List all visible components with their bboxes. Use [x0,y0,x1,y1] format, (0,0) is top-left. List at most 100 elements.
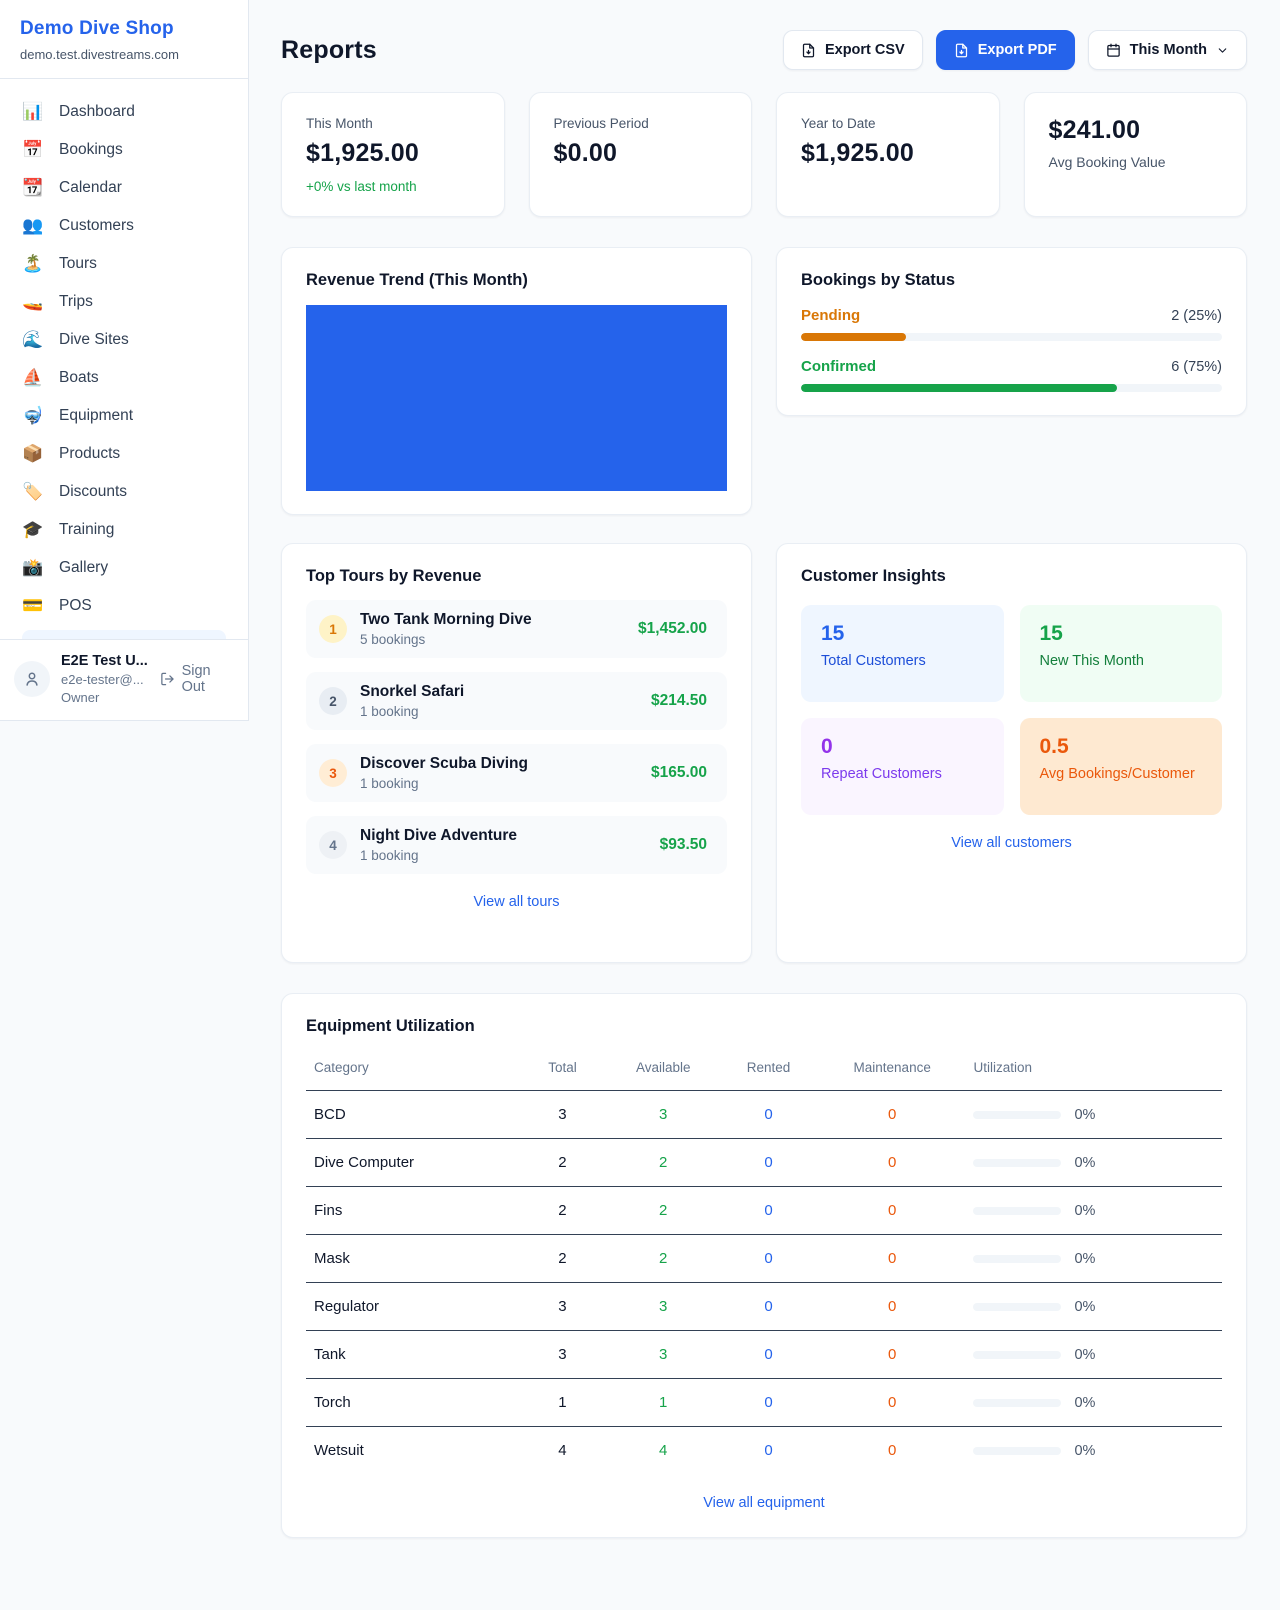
sidebar-item-discounts[interactable]: 🏷️ Discounts [12,473,236,511]
pos-icon: 💳 [22,596,44,616]
utilization-percent: 0% [1074,1107,1095,1123]
cell-total: 2 [517,1187,609,1235]
sidebar-item-boats[interactable]: ⛵ Boats [12,359,236,397]
table-row: Dive Computer 2 2 0 0 0% [306,1139,1222,1187]
person-icon [23,670,41,688]
sidebar-item-label: POS [59,597,92,615]
insights-grid: 15 Total Customers 15 New This Month 0 R… [801,605,1222,815]
cell-utilization: 0% [965,1283,1222,1331]
utilization-bar [973,1207,1061,1215]
sidebar-item-label: Trips [59,293,93,311]
status-count: 2 (25%) [1171,308,1222,324]
cell-rented: 0 [718,1139,819,1187]
top-tours-title: Top Tours by Revenue [306,567,727,586]
cell-category: Regulator [306,1283,517,1331]
utilization-percent: 0% [1074,1251,1095,1267]
status-progress-track [801,333,1222,341]
cell-rented: 0 [718,1331,819,1379]
cell-utilization: 0% [965,1139,1222,1187]
stat-label: Previous Period [554,116,728,131]
utilization-bar [973,1111,1061,1119]
sidebar-item-trips[interactable]: 🚤 Trips [12,283,236,321]
revenue-trend-card: Revenue Trend (This Month) [281,247,752,515]
cell-maintenance: 0 [819,1187,966,1235]
cell-maintenance: 0 [819,1427,966,1475]
dive-sites-icon: 🌊 [22,330,44,350]
equipment-utilization-card: Equipment Utilization Category Total Ava… [281,993,1247,1538]
sidebar-item-products[interactable]: 📦 Products [12,435,236,473]
view-all-customers-link[interactable]: View all customers [801,835,1222,851]
export-pdf-button[interactable]: Export PDF [936,30,1075,70]
table-row: Mask 2 2 0 0 0% [306,1235,1222,1283]
stats-row: This Month $1,925.00 +0% vs last month P… [281,92,1247,217]
sidebar-item-equipment[interactable]: 🤿 Equipment [12,397,236,435]
cell-maintenance: 0 [819,1379,966,1427]
utilization-bar [973,1303,1061,1311]
cell-available: 3 [608,1283,718,1331]
cell-total: 1 [517,1379,609,1427]
sign-out-label: Sign Out [182,663,234,695]
cell-utilization: 0% [965,1427,1222,1475]
tile-value: 0.5 [1040,735,1203,759]
cell-category: Fins [306,1187,517,1235]
sidebar-item-gallery[interactable]: 📸 Gallery [12,549,236,587]
sidebar: Demo Dive Shop demo.test.divestreams.com… [0,0,249,721]
sidebar-item-reports-active-partial[interactable] [22,630,226,639]
status-count: 6 (75%) [1171,359,1222,375]
tour-amount: $1,452.00 [638,620,707,638]
sidebar-item-tours[interactable]: 🏝️ Tours [12,245,236,283]
sidebar-item-label: Calendar [59,179,122,197]
sidebar-item-dashboard[interactable]: 📊 Dashboard [12,93,236,131]
cell-category: Mask [306,1235,517,1283]
tile-value: 0 [821,735,984,759]
sidebar-nav: 📊 Dashboard 📅 Bookings 📆 Calendar 👥 Cust… [0,79,248,639]
user-info: E2E Test U... e2e-tester@... Owner [61,653,152,705]
sidebar-item-training[interactable]: 🎓 Training [12,511,236,549]
equipment-icon: 🤿 [22,406,44,426]
column-header-available: Available [608,1050,718,1091]
cell-category: Dive Computer [306,1139,517,1187]
sidebar-item-bookings[interactable]: 📅 Bookings [12,131,236,169]
utilization-percent: 0% [1074,1203,1095,1219]
revenue-trend-bar [306,305,727,491]
stat-card-this-month: This Month $1,925.00 +0% vs last month [281,92,505,217]
shop-name: Demo Dive Shop [20,18,228,40]
sidebar-item-label: Boats [59,369,99,387]
charts-row: Revenue Trend (This Month) Bookings by S… [281,247,1247,515]
view-all-tours-link[interactable]: View all tours [306,894,727,910]
cell-available: 1 [608,1379,718,1427]
stat-delta: +0% vs last month [306,179,480,194]
rank-badge: 1 [319,615,347,643]
shop-domain: demo.test.divestreams.com [20,47,228,62]
logout-icon [160,671,175,687]
sidebar-item-label: Dive Sites [59,331,129,349]
header-actions: Export CSV Export PDF This Month [783,30,1247,70]
cell-category: Torch [306,1379,517,1427]
rank-badge: 4 [319,831,347,859]
sidebar-item-dive-sites[interactable]: 🌊 Dive Sites [12,321,236,359]
view-all-equipment-link[interactable]: View all equipment [306,1495,1222,1511]
sidebar-item-customers[interactable]: 👥 Customers [12,207,236,245]
export-csv-button[interactable]: Export CSV [783,30,923,70]
bookings-by-status-card: Bookings by Status Pending 2 (25%) Confi… [776,247,1247,416]
stat-value: $241.00 [1049,116,1223,145]
cell-rented: 0 [718,1187,819,1235]
sidebar-item-pos[interactable]: 💳 POS [12,587,236,625]
cell-maintenance: 0 [819,1331,966,1379]
utilization-percent: 0% [1074,1395,1095,1411]
cell-utilization: 0% [965,1331,1222,1379]
utilization-percent: 0% [1074,1347,1095,1363]
stat-label: This Month [306,116,480,131]
period-dropdown[interactable]: This Month [1088,30,1247,70]
chevron-down-icon [1216,44,1229,57]
cell-available: 3 [608,1091,718,1139]
table-row: BCD 3 3 0 0 0% [306,1091,1222,1139]
table-row: Fins 2 2 0 0 0% [306,1187,1222,1235]
sidebar-item-label: Gallery [59,559,108,577]
cell-utilization: 0% [965,1379,1222,1427]
tile-new-this-month: 15 New This Month [1020,605,1223,702]
table-row: Wetsuit 4 4 0 0 0% [306,1427,1222,1475]
sidebar-item-calendar[interactable]: 📆 Calendar [12,169,236,207]
sign-out-button[interactable]: Sign Out [160,663,234,695]
tours-icon: 🏝️ [22,254,44,274]
